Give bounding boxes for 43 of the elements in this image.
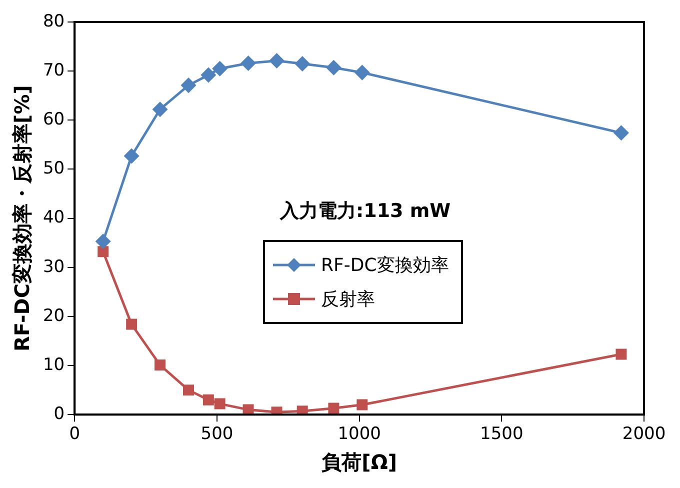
- point: [183, 384, 194, 396]
- point: [154, 360, 166, 371]
- x-tick-label: 500: [200, 424, 234, 444]
- y-tick-label: 20: [42, 306, 65, 326]
- point: [328, 402, 340, 414]
- x-tick-label: 1000: [338, 424, 381, 444]
- x-tick-label: 1500: [480, 424, 524, 444]
- point: [202, 394, 214, 406]
- point: [181, 78, 196, 93]
- point: [98, 246, 109, 258]
- x-tick-label: 0: [69, 424, 80, 444]
- point: [96, 234, 110, 249]
- point: [214, 398, 226, 410]
- y-tick-label: 0: [54, 404, 65, 424]
- point: [152, 102, 168, 117]
- y-tick-label: 30: [42, 256, 65, 277]
- point: [616, 348, 627, 360]
- point: [126, 318, 138, 330]
- y-tick-label: 10: [42, 354, 65, 375]
- legend-label: RF-DC変換効率: [321, 254, 449, 277]
- x-tick-label: 2000: [622, 424, 666, 444]
- point: [356, 399, 368, 410]
- y-tick-label: 40: [42, 208, 65, 228]
- point: [326, 60, 341, 75]
- point: [271, 406, 282, 415]
- x-axis-title: 負荷[Ω]: [322, 450, 397, 474]
- point: [270, 54, 284, 68]
- legend-label: 反射率: [321, 288, 375, 311]
- point: [614, 126, 628, 140]
- annotation: 入力電力:113 mW: [280, 199, 451, 224]
- y-axis-title: RF-DC変換効率・反射率[%]: [10, 85, 34, 352]
- y-tick-label: 50: [42, 158, 65, 179]
- point: [295, 56, 310, 71]
- y-tick-label: 80: [42, 11, 65, 32]
- y-tick-label: 60: [42, 110, 65, 130]
- point: [241, 56, 256, 70]
- point: [242, 404, 254, 415]
- point: [296, 406, 308, 415]
- point: [124, 148, 139, 164]
- point: [201, 68, 216, 82]
- point: [354, 65, 370, 80]
- y-tick-label: 70: [42, 60, 65, 80]
- point: [212, 61, 228, 76]
